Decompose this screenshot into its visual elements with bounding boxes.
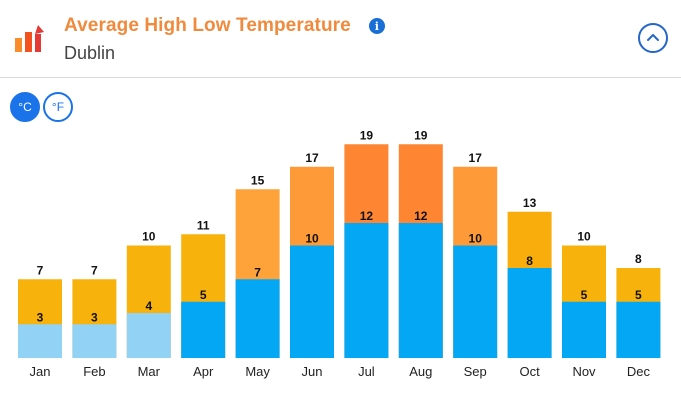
low-bar-jun (290, 245, 334, 358)
low-bar-feb (72, 324, 117, 358)
chart-header: Average High Low Temperature i Dublin (0, 0, 681, 78)
high-value-label: 8 (635, 252, 642, 266)
month-label: Apr (193, 364, 214, 379)
low-value-label: 3 (37, 310, 44, 324)
low-value-label: 8 (526, 254, 533, 268)
low-value-label: 7 (254, 265, 261, 279)
high-value-label: 19 (414, 128, 428, 142)
month-label: Feb (83, 364, 105, 379)
high-value-label: 17 (469, 151, 483, 165)
high-value-label: 10 (142, 230, 156, 244)
temperature-bar-chart: 7 3 Jan 7 3 Feb 10 4 Mar 11 5 Apr 15 7 May 17 10 Jun 19 12 J… (18, 128, 661, 379)
low-value-label: 5 (635, 288, 642, 302)
high-value-label: 11 (197, 218, 210, 232)
month-label: Aug (409, 364, 432, 379)
temperature-bars-icon (15, 25, 44, 52)
celsius-toggle[interactable]: °C (10, 92, 40, 122)
low-value-label: 4 (145, 299, 152, 313)
month-label: Jul (358, 364, 375, 379)
high-value-label: 19 (360, 128, 374, 142)
info-icon[interactable]: i (368, 18, 385, 34)
month-label: May (245, 364, 270, 379)
month-label: Jan (30, 364, 51, 379)
high-value-label: 7 (91, 263, 98, 277)
month-label: Mar (138, 364, 161, 379)
low-bar-nov (562, 301, 606, 358)
low-bar-mar (126, 313, 171, 358)
low-value-label: 5 (200, 288, 207, 302)
low-bar-may (235, 279, 280, 358)
high-value-label: 7 (37, 263, 44, 277)
high-value-label: 17 (305, 151, 319, 165)
high-value-label: 10 (577, 230, 591, 244)
low-bar-oct (507, 268, 552, 358)
month-label: Dec (627, 364, 651, 379)
low-value-label: 10 (305, 232, 319, 246)
low-bar-jul (344, 223, 389, 358)
low-value-label: 3 (91, 310, 98, 324)
low-bar-dec (616, 301, 661, 358)
low-bar-apr (181, 301, 226, 358)
chart-title: Average High Low Temperature (64, 15, 351, 36)
low-value-label: 5 (581, 288, 588, 302)
high-value-label: 15 (251, 173, 265, 187)
city-name: Dublin (64, 43, 116, 63)
title-block: Average High Low Temperature i Dublin (64, 15, 385, 64)
chevron-up-icon (647, 34, 659, 41)
low-bar-jan (18, 324, 62, 358)
month-label: Sep (464, 364, 487, 379)
month-label: Oct (519, 364, 540, 379)
title-row: Average High Low Temperature i (64, 15, 385, 37)
month-label: Nov (572, 364, 596, 379)
low-value-label: 12 (414, 209, 428, 223)
low-bar-aug (398, 223, 443, 358)
month-label: Jun (302, 364, 323, 379)
collapse-button[interactable] (638, 23, 668, 53)
fahrenheit-toggle[interactable]: °F (43, 92, 73, 122)
low-value-label: 10 (469, 232, 483, 246)
high-value-label: 13 (523, 196, 537, 210)
low-value-label: 12 (360, 209, 374, 223)
low-bar-sep (453, 245, 498, 358)
